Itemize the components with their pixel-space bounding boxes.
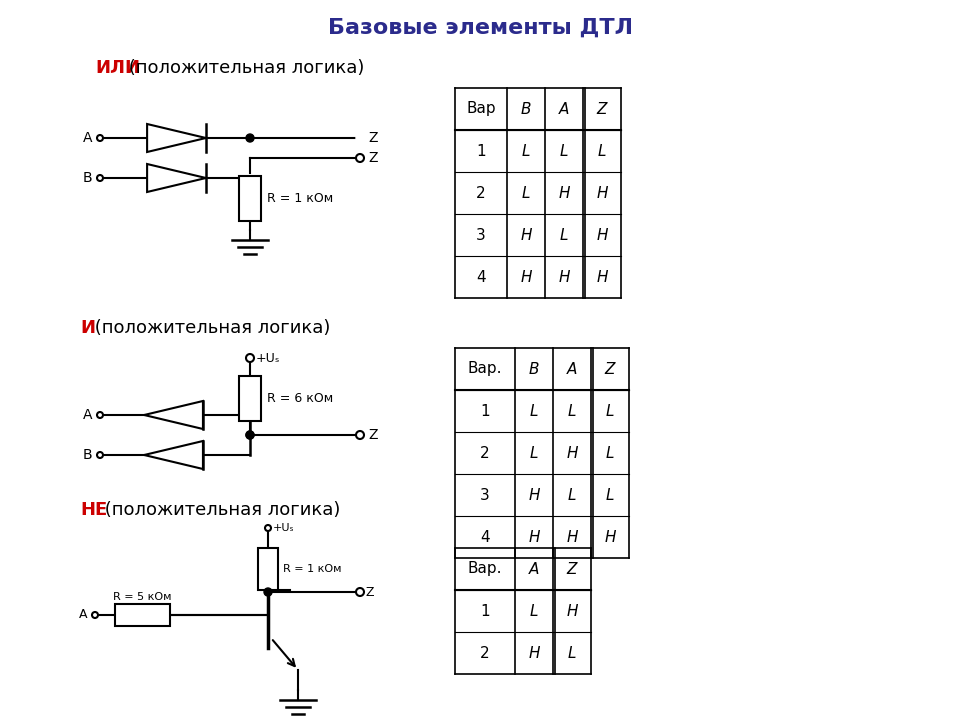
Text: Базовые элементы ДТЛ: Базовые элементы ДТЛ xyxy=(327,18,633,38)
Circle shape xyxy=(356,431,364,439)
Circle shape xyxy=(97,412,103,418)
Text: Вар: Вар xyxy=(467,102,495,117)
Polygon shape xyxy=(147,164,205,192)
Circle shape xyxy=(246,354,254,362)
Text: L: L xyxy=(530,603,539,618)
Text: Z: Z xyxy=(366,585,374,598)
Text: A: A xyxy=(79,608,87,621)
Circle shape xyxy=(356,588,364,596)
Bar xyxy=(239,376,261,421)
Bar xyxy=(258,547,278,590)
Circle shape xyxy=(97,135,103,141)
Polygon shape xyxy=(147,124,205,152)
Text: A: A xyxy=(559,102,569,117)
Text: H: H xyxy=(596,269,608,284)
Text: 1: 1 xyxy=(480,603,490,618)
Circle shape xyxy=(97,452,103,458)
Circle shape xyxy=(246,431,254,439)
Text: ИЛИ: ИЛИ xyxy=(95,59,140,77)
Text: 4: 4 xyxy=(480,529,490,544)
Text: R = 6 кОм: R = 6 кОм xyxy=(267,392,333,405)
Text: +Uₛ: +Uₛ xyxy=(273,523,295,533)
Text: H: H xyxy=(528,646,540,660)
Text: A: A xyxy=(566,361,577,377)
Text: 3: 3 xyxy=(476,228,486,243)
Text: НЕ: НЕ xyxy=(80,501,108,519)
Polygon shape xyxy=(144,441,203,469)
Text: (положительная логика): (положительная логика) xyxy=(89,319,331,337)
Text: Z: Z xyxy=(368,428,377,442)
Circle shape xyxy=(97,175,103,181)
Text: L: L xyxy=(521,186,530,200)
Text: H: H xyxy=(528,529,540,544)
Text: L: L xyxy=(567,487,576,503)
Circle shape xyxy=(246,134,254,142)
Text: Z: Z xyxy=(368,131,377,145)
Text: 4: 4 xyxy=(476,269,486,284)
Circle shape xyxy=(264,588,272,596)
Text: H: H xyxy=(566,603,578,618)
Text: A: A xyxy=(529,562,540,577)
Text: (положительная логика): (положительная логика) xyxy=(123,59,365,77)
Text: L: L xyxy=(606,487,614,503)
Text: L: L xyxy=(521,143,530,158)
Circle shape xyxy=(356,154,364,162)
Text: R = 5 кОм: R = 5 кОм xyxy=(113,592,172,602)
Text: Z: Z xyxy=(605,361,615,377)
Text: B: B xyxy=(520,102,531,117)
Text: B: B xyxy=(529,361,540,377)
Bar xyxy=(239,176,261,220)
Text: 3: 3 xyxy=(480,487,490,503)
Text: B: B xyxy=(83,448,92,462)
Text: H: H xyxy=(596,228,608,243)
Text: Вар.: Вар. xyxy=(468,562,502,577)
Text: L: L xyxy=(606,446,614,461)
Text: H: H xyxy=(520,228,532,243)
Text: B: B xyxy=(83,171,92,185)
Text: +Uₛ: +Uₛ xyxy=(256,351,280,364)
Text: H: H xyxy=(520,269,532,284)
Circle shape xyxy=(265,525,271,531)
Text: Вар.: Вар. xyxy=(468,361,502,377)
Text: H: H xyxy=(566,446,578,461)
Text: L: L xyxy=(530,403,539,418)
Text: A: A xyxy=(83,131,92,145)
Text: L: L xyxy=(606,403,614,418)
Text: H: H xyxy=(566,529,578,544)
Text: A: A xyxy=(83,408,92,422)
Text: H: H xyxy=(528,487,540,503)
Text: L: L xyxy=(567,646,576,660)
Text: H: H xyxy=(559,186,569,200)
Text: H: H xyxy=(596,186,608,200)
Text: H: H xyxy=(604,529,615,544)
Text: L: L xyxy=(567,403,576,418)
Text: (положительная логика): (положительная логика) xyxy=(99,501,340,519)
Text: L: L xyxy=(560,228,568,243)
Text: Z: Z xyxy=(368,151,377,165)
Text: L: L xyxy=(560,143,568,158)
Polygon shape xyxy=(144,401,203,429)
Text: L: L xyxy=(598,143,607,158)
Text: 1: 1 xyxy=(480,403,490,418)
Circle shape xyxy=(356,134,364,142)
Text: H: H xyxy=(559,269,569,284)
Circle shape xyxy=(92,612,98,618)
Text: L: L xyxy=(530,446,539,461)
Text: 2: 2 xyxy=(480,646,490,660)
Text: Z: Z xyxy=(566,562,577,577)
Text: R = 1 кОм: R = 1 кОм xyxy=(267,192,333,204)
Text: И: И xyxy=(80,319,95,337)
Text: 1: 1 xyxy=(476,143,486,158)
Text: Z: Z xyxy=(597,102,608,117)
Circle shape xyxy=(246,431,254,439)
Bar xyxy=(115,604,170,626)
Text: 2: 2 xyxy=(480,446,490,461)
Text: 2: 2 xyxy=(476,186,486,200)
Text: R = 1 кОм: R = 1 кОм xyxy=(283,564,342,574)
